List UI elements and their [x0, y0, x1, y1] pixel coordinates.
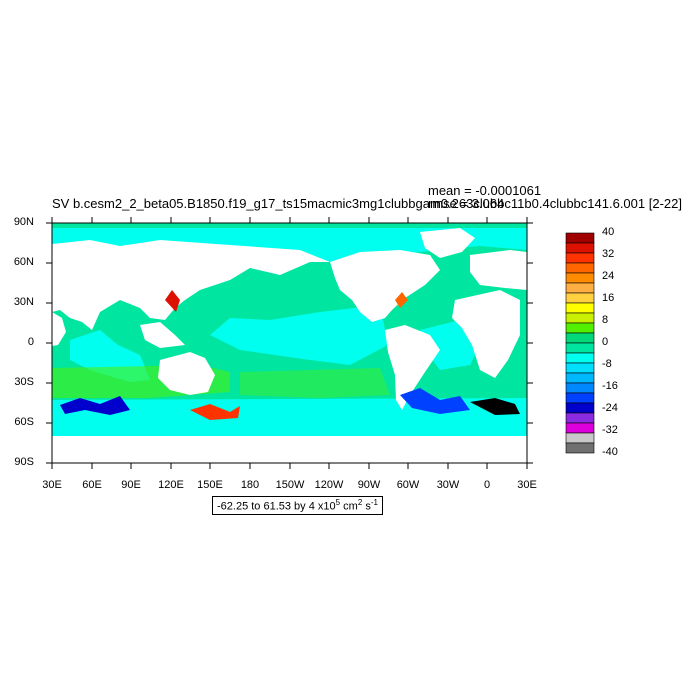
colorbar-swatch [565, 372, 595, 384]
lon-label-90w: 90W [357, 479, 381, 491]
colorbar-swatch [565, 442, 595, 454]
colorbar-swatch [565, 352, 595, 364]
colorbar-swatch [565, 242, 595, 254]
mean-value: mean = -0.0001061 [428, 183, 542, 198]
colorbar-label: -40 [602, 446, 618, 458]
colorbar-swatch [565, 332, 595, 344]
gulf-stream-streak [395, 292, 408, 308]
europe [470, 250, 527, 290]
colorbar-label: 16 [602, 292, 615, 304]
eurasia [52, 240, 330, 330]
acc-streak-1 [60, 396, 130, 415]
acc-streaks [60, 290, 520, 420]
colorbar-swatch [565, 252, 595, 264]
colorbar [565, 232, 595, 454]
lon-label-120e: 120E [158, 479, 184, 491]
plot-title: SV b.cesm2_2_beta05.B1850.f19_g17_ts15ma… [52, 196, 682, 211]
colorbar-label: 32 [602, 248, 615, 260]
land-masses [52, 228, 527, 463]
north-america [330, 250, 440, 322]
acc-streak-4 [470, 398, 520, 415]
south-america [385, 325, 440, 410]
lat-ticks [46, 222, 533, 464]
africa [452, 290, 520, 378]
range-s-exp: -1 [370, 498, 378, 507]
colorbar-swatch [565, 232, 595, 244]
arctic-cyan [52, 228, 527, 262]
colorbar-swatch [565, 422, 595, 434]
colorbar-swatch [565, 292, 595, 304]
kuroshio-streak [165, 290, 180, 312]
lon-label-120w: 120W [314, 479, 344, 491]
colorbar-swatch [565, 262, 595, 274]
colorbar-label: 0 [602, 336, 609, 348]
lat-label-90s: 90S [14, 456, 34, 468]
lon-label-60e: 60E [82, 479, 102, 491]
arabia [52, 312, 66, 346]
lon-label-150w: 150W [275, 479, 305, 491]
southern-cyan [52, 398, 527, 436]
lon-label-150e: 150E [197, 479, 223, 491]
colorbar-label: 8 [602, 314, 609, 326]
range-exp: 5 [335, 498, 341, 507]
lon-label-90e: 90E [121, 479, 141, 491]
colorbar-swatch [565, 282, 595, 294]
colorbar-swatch [565, 342, 595, 354]
colorbar-label: 24 [602, 270, 615, 282]
south-pacific-green [240, 368, 390, 398]
colorbar-swatch [565, 402, 595, 414]
australia [158, 352, 215, 395]
colorbar-swatch [565, 382, 595, 394]
colorbar-swatch [565, 362, 595, 374]
lat-label-0: 0 [27, 336, 34, 348]
colorbar-label: -8 [602, 358, 612, 370]
indonesia [140, 322, 185, 348]
range-unit: cm [340, 500, 358, 513]
lat-label-30n: 30N [13, 296, 34, 308]
colorbar-swatch [565, 312, 595, 324]
colorbar-label: -24 [602, 402, 618, 414]
colorbar-label: -16 [602, 380, 618, 392]
greenland [420, 228, 475, 258]
lat-label-60n: 60N [13, 256, 34, 268]
lat-label-60s: 60S [14, 416, 34, 428]
lon-label-60w: 60W [396, 479, 420, 491]
range-s: s [362, 500, 371, 513]
colorbar-swatch [565, 392, 595, 404]
lat-label-30s: 30S [14, 376, 34, 388]
acc-streak-2 [190, 404, 240, 420]
lon-label-180: 180 [240, 479, 260, 491]
range-unit-exp: 2 [357, 498, 363, 507]
contour-range-label: -62.25 to 61.53 by 4 x105 cm2 s-1 [212, 496, 383, 515]
colorbar-swatch [565, 412, 595, 424]
lon-label-30w: 30W [436, 479, 460, 491]
colorbar-swatch [565, 272, 595, 284]
lon-label-30e: 30E [42, 479, 62, 491]
colorbar-swatch [565, 322, 595, 334]
antarctica [52, 436, 527, 463]
lon-ticks [51, 217, 528, 469]
colorbar-label: -32 [602, 424, 618, 436]
colorbar-swatch [565, 302, 595, 314]
range-prefix: -62.25 to 61.53 by 4 x10 [217, 500, 336, 513]
rmse-value: rmse = 3.064 [428, 196, 505, 211]
ocean-field [52, 223, 527, 436]
pacific-cyan [210, 305, 388, 365]
colorbar-label: 40 [602, 226, 615, 238]
lon-label-30e-right: 30E [517, 479, 537, 491]
acc-streak-3 [400, 388, 470, 414]
lon-label-0: 0 [483, 479, 491, 491]
colorbar-swatch [565, 432, 595, 444]
lat-label-90n: 90N [13, 216, 34, 228]
